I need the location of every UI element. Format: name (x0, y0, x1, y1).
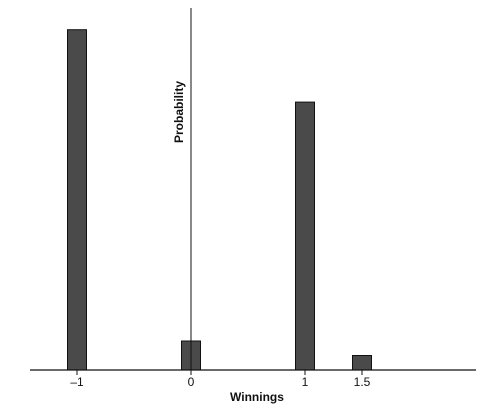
bar-1 (295, 101, 315, 371)
x-tick-label: 1.5 (354, 375, 371, 389)
bars-group (67, 29, 372, 371)
x-ticks-group: –1 0 1 1.5 (70, 370, 371, 389)
x-tick-label: 0 (188, 375, 195, 389)
y-axis-title: Probability (172, 81, 186, 143)
x-tick-label: 1 (302, 375, 309, 389)
bar-neg1 (67, 29, 87, 371)
bar-1_5 (352, 355, 372, 371)
x-axis-title: Winnings (230, 390, 284, 404)
x-tick-label: –1 (70, 375, 84, 389)
